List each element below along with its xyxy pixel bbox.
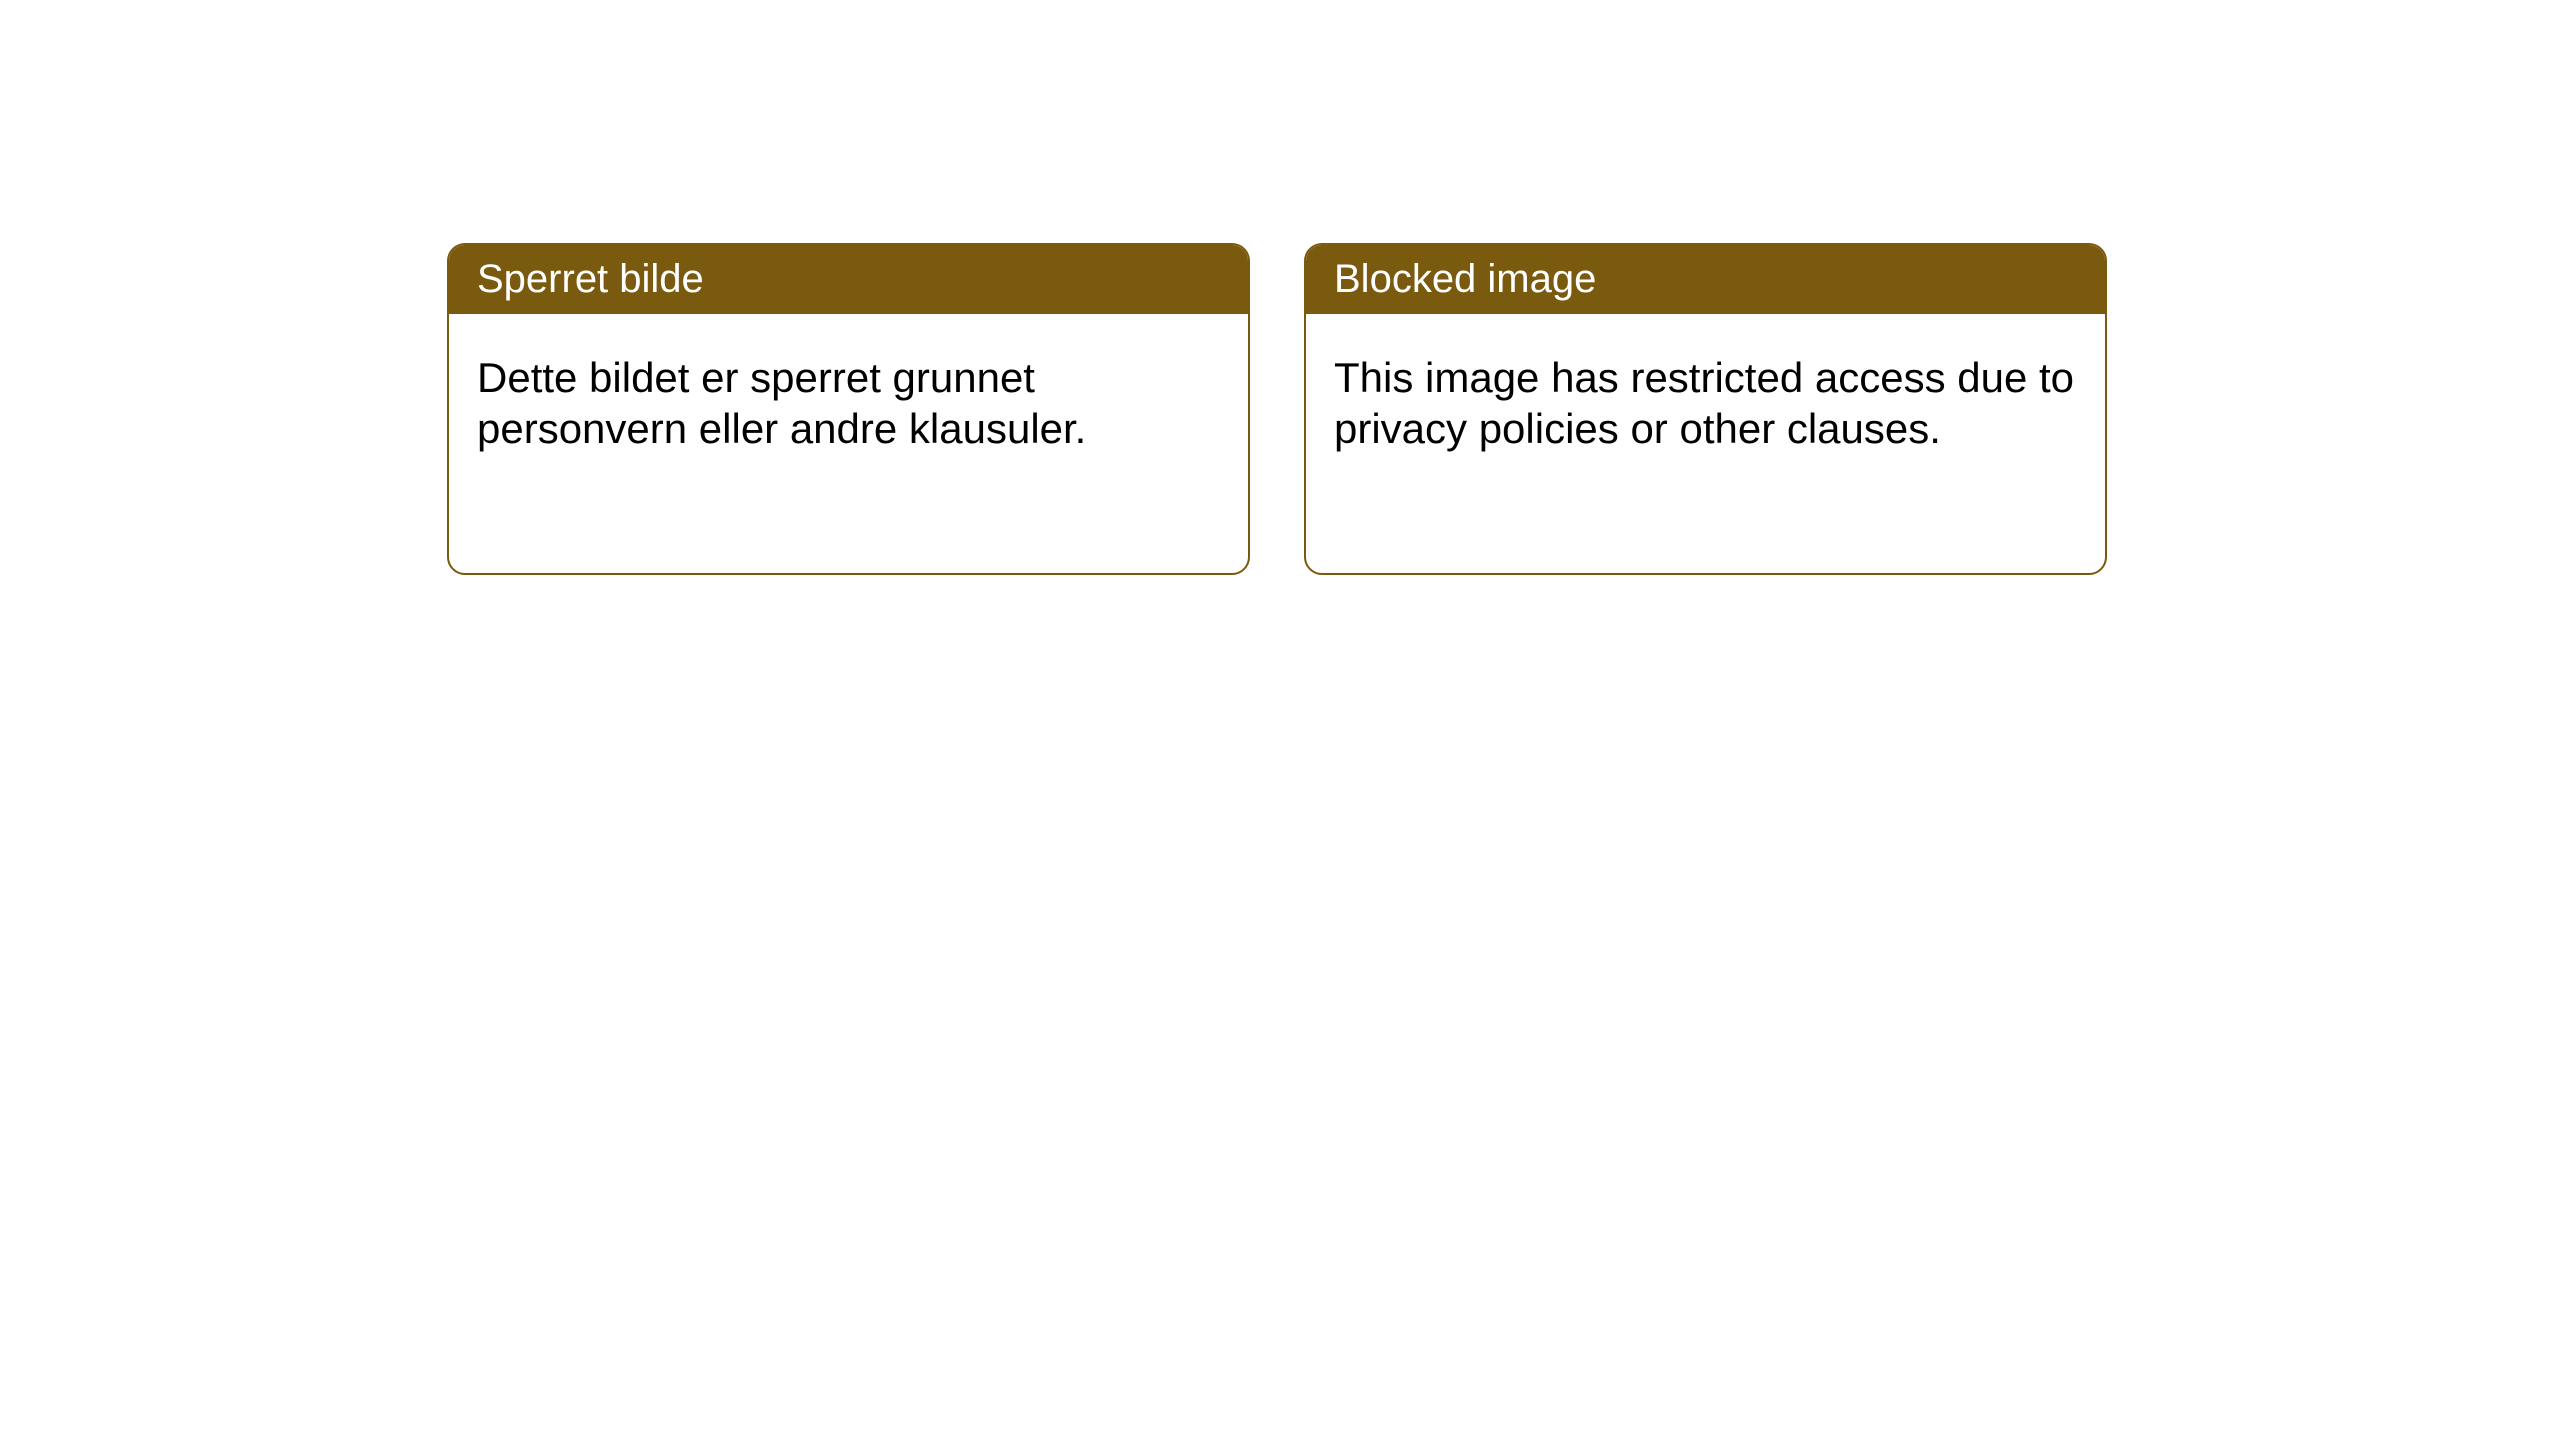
- notice-card-body: This image has restricted access due to …: [1306, 314, 2105, 492]
- notice-title: Sperret bilde: [477, 257, 704, 301]
- notice-body-text: This image has restricted access due to …: [1334, 354, 2074, 452]
- notice-card-english: Blocked image This image has restricted …: [1304, 243, 2107, 575]
- notice-container: Sperret bilde Dette bildet er sperret gr…: [0, 0, 2560, 575]
- notice-body-text: Dette bildet er sperret grunnet personve…: [477, 354, 1086, 452]
- notice-title: Blocked image: [1334, 257, 1596, 301]
- notice-card-header: Blocked image: [1306, 245, 2105, 314]
- notice-card-body: Dette bildet er sperret grunnet personve…: [449, 314, 1248, 492]
- notice-card-header: Sperret bilde: [449, 245, 1248, 314]
- notice-card-norwegian: Sperret bilde Dette bildet er sperret gr…: [447, 243, 1250, 575]
